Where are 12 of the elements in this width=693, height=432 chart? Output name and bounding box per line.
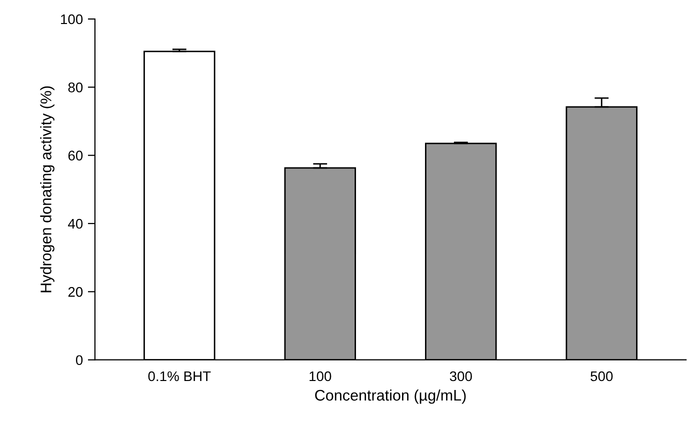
y-tick-label: 20 — [68, 287, 83, 297]
x-tick-label: 0.1% BHT — [148, 371, 211, 382]
y-tick-label: 60 — [68, 150, 83, 161]
y-tick-label: 80 — [68, 82, 83, 92]
x-axis-title: Concentration (µg/mL) — [315, 389, 466, 404]
y-tick-label: 40 — [68, 218, 83, 229]
y-tick-label: 100 — [61, 14, 83, 24]
x-tick-label: 500 — [590, 371, 613, 382]
y-tick-label: 0 — [76, 355, 83, 366]
x-tick-label: 300 — [450, 371, 472, 382]
y-axis-title: Hydrogen donating activity (%) — [40, 86, 54, 292]
x-tick-label: 100 — [310, 371, 332, 382]
